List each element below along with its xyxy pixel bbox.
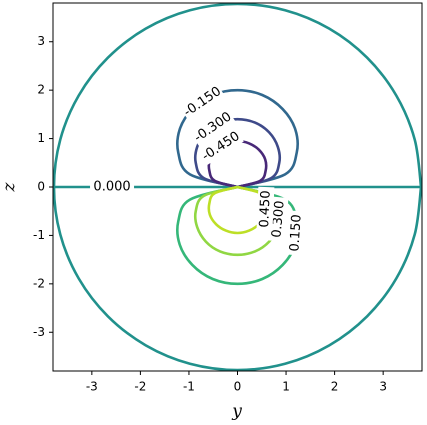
contour-label: 0.150 <box>287 214 304 252</box>
contour-line <box>193 117 282 189</box>
y-axis-label: z <box>0 181 20 192</box>
label-background <box>198 127 244 166</box>
y-tick-label: -1 <box>33 228 45 242</box>
contour-label-group: 0.450 <box>256 186 275 232</box>
contour-label: 0.450 <box>257 190 274 228</box>
label-background <box>256 186 275 232</box>
x-tick-label: 2 <box>331 380 339 394</box>
y-tick-label: -2 <box>33 276 45 290</box>
label-background <box>286 210 306 256</box>
contour-label-group: 0.150 <box>286 210 306 256</box>
contour-label: 0.000 <box>93 180 130 195</box>
x-tick-label: 0 <box>234 380 242 394</box>
x-tick-label: 1 <box>282 380 290 394</box>
y-tick-label: 2 <box>37 83 45 97</box>
contour-label-group: 0.000 <box>90 179 135 195</box>
x-tick-label: -1 <box>183 380 195 394</box>
label-background <box>190 108 236 147</box>
y-tick-label: 0 <box>37 180 45 194</box>
contour-label: 0.300 <box>269 200 287 238</box>
contour-line <box>176 88 299 189</box>
contour-label-group: 0.300 <box>268 196 289 242</box>
contour-line <box>52 2 423 372</box>
x-tick-label: 3 <box>379 380 387 394</box>
label-background <box>268 196 289 242</box>
x-axis-label: y <box>231 402 242 422</box>
x-tick-label: -3 <box>86 380 98 394</box>
label-background <box>179 82 226 122</box>
y-tick-label: 1 <box>37 131 45 145</box>
x-tick-label: -2 <box>134 380 146 394</box>
y-tick-label: -3 <box>33 325 45 339</box>
y-tick-label: 3 <box>37 34 45 48</box>
label-background <box>90 179 135 195</box>
